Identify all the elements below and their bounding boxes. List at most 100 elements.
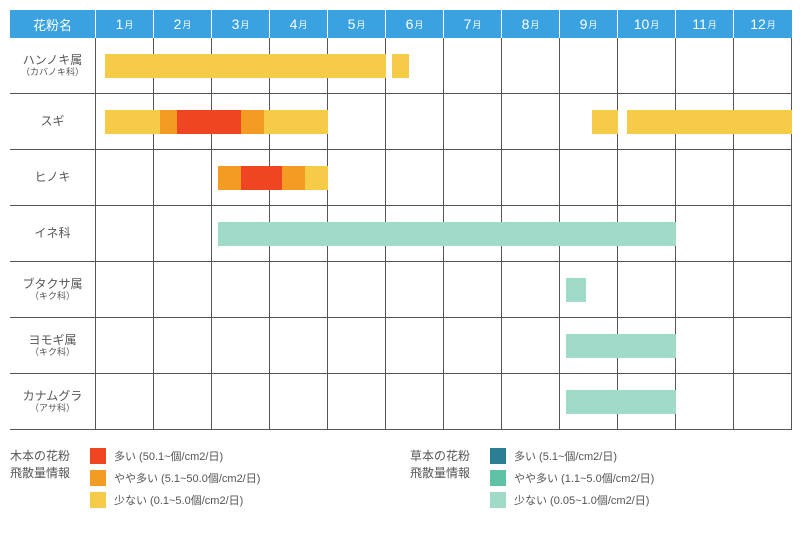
row-label: ヨモギ属（キク科） bbox=[10, 318, 96, 373]
data-row: カナムグラ（アサ科） bbox=[10, 374, 792, 430]
grid-line bbox=[385, 94, 386, 150]
row-label-sub: （カバノキ科） bbox=[21, 67, 84, 78]
bar-segment bbox=[218, 222, 676, 246]
legend-title: 木本の花粉 飛散量情報 bbox=[10, 448, 90, 508]
header-month-5: 5月 bbox=[328, 10, 386, 38]
month-suffix: 月 bbox=[298, 18, 307, 31]
row-bar-area bbox=[96, 38, 792, 94]
grid-line bbox=[559, 150, 560, 206]
data-row: ブタクサ属（キク科） bbox=[10, 262, 792, 318]
row-label-sub: （アサ科） bbox=[30, 403, 75, 414]
month-suffix: 月 bbox=[182, 18, 191, 31]
rows-container: ハンノキ属（カバノキ科）スギヒノキイネ科ブタクサ属（キク科）ヨモギ属（キク科）カ… bbox=[10, 38, 792, 430]
legend-label: やや多い (5.1~50.0個/cm2/日) bbox=[114, 470, 260, 486]
header-month-12: 12月 bbox=[734, 10, 792, 38]
data-row: ハンノキ属（カバノキ科） bbox=[10, 38, 792, 94]
bar-segment bbox=[160, 110, 177, 134]
grid-line bbox=[211, 150, 212, 206]
bar-segment bbox=[592, 110, 618, 134]
header-month-6: 6月 bbox=[386, 10, 444, 38]
month-number: 10 bbox=[634, 16, 650, 32]
grid-line bbox=[559, 318, 560, 374]
grid-line bbox=[327, 374, 328, 430]
header-month-11: 11月 bbox=[676, 10, 734, 38]
bar-segment bbox=[105, 54, 386, 78]
legend-item: やや多い (1.1~5.0個/cm2/日) bbox=[490, 470, 654, 486]
month-suffix: 月 bbox=[767, 18, 776, 31]
row-bar-area bbox=[96, 262, 792, 318]
legend-item: 多い (50.1~個/cm2/日) bbox=[90, 448, 260, 464]
grid-line bbox=[269, 374, 270, 430]
month-number: 9 bbox=[580, 16, 588, 32]
grid-line bbox=[385, 318, 386, 374]
grid-line bbox=[153, 374, 154, 430]
row-label-main: カナムグラ bbox=[23, 389, 83, 403]
grid-line bbox=[733, 262, 734, 318]
data-row: ヨモギ属（キク科） bbox=[10, 318, 792, 374]
grid-line bbox=[327, 262, 328, 318]
month-number: 3 bbox=[232, 16, 240, 32]
month-number: 2 bbox=[174, 16, 182, 32]
grid-line bbox=[675, 150, 676, 206]
grid-line bbox=[443, 374, 444, 430]
grid-line bbox=[617, 150, 618, 206]
grid-line bbox=[791, 150, 792, 206]
header-month-10: 10月 bbox=[618, 10, 676, 38]
data-row: イネ科 bbox=[10, 206, 792, 262]
header-row: 花粉名1月2月3月4月5月6月7月8月9月10月11月12月 bbox=[10, 10, 792, 38]
grid-line bbox=[791, 206, 792, 262]
header-month-9: 9月 bbox=[560, 10, 618, 38]
grid-line bbox=[443, 262, 444, 318]
legend-swatch bbox=[490, 470, 506, 486]
month-suffix: 月 bbox=[530, 18, 539, 31]
legend-block: 木本の花粉 飛散量情報多い (50.1~個/cm2/日) やや多い (5.1~50… bbox=[10, 448, 410, 508]
grid-line bbox=[617, 38, 618, 94]
grid-line bbox=[385, 262, 386, 318]
header-month-1: 1月 bbox=[96, 10, 154, 38]
row-bar-area bbox=[96, 150, 792, 206]
header-name-cell: 花粉名 bbox=[10, 10, 96, 38]
bar-segment bbox=[218, 166, 241, 190]
grid-line bbox=[559, 374, 560, 430]
row-label: カナムグラ（アサ科） bbox=[10, 374, 96, 429]
grid-line bbox=[443, 150, 444, 206]
row-label-main: ヨモギ属 bbox=[28, 333, 76, 347]
legend-item: 少ない (0.1~5.0個/cm2/日) bbox=[90, 492, 260, 508]
month-number: 1 bbox=[116, 16, 124, 32]
legend-swatch bbox=[490, 492, 506, 508]
bar-segment bbox=[627, 110, 792, 134]
grid-line bbox=[211, 206, 212, 262]
row-bar-area bbox=[96, 206, 792, 262]
row-label-sub: （キク科） bbox=[30, 291, 75, 302]
row-label: イネ科 bbox=[10, 206, 96, 261]
legend-title: 草本の花粉 飛散量情報 bbox=[410, 448, 490, 508]
grid-line bbox=[211, 262, 212, 318]
bar-segment bbox=[566, 334, 676, 358]
legend-item: 少ない (0.05~1.0個/cm2/日) bbox=[490, 492, 654, 508]
header-month-7: 7月 bbox=[444, 10, 502, 38]
legend-label: 多い (5.1~個/cm2/日) bbox=[514, 448, 617, 464]
month-suffix: 月 bbox=[414, 18, 423, 31]
grid-line bbox=[733, 38, 734, 94]
grid-line bbox=[501, 94, 502, 150]
bar-segment bbox=[305, 166, 328, 190]
header-month-4: 4月 bbox=[270, 10, 328, 38]
bar-segment bbox=[392, 54, 409, 78]
month-number: 12 bbox=[750, 16, 766, 32]
month-number: 8 bbox=[522, 16, 530, 32]
grid-line bbox=[501, 374, 502, 430]
row-label-main: イネ科 bbox=[34, 226, 70, 240]
data-row: スギ bbox=[10, 94, 792, 150]
legend-items: 多い (50.1~個/cm2/日) やや多い (5.1~50.0個/cm2/日) 少… bbox=[90, 448, 260, 508]
month-suffix: 月 bbox=[124, 18, 133, 31]
bar-segment bbox=[264, 110, 328, 134]
legend-label: 少ない (0.05~1.0個/cm2/日) bbox=[514, 492, 649, 508]
grid-line bbox=[443, 38, 444, 94]
legend-label: やや多い (1.1~5.0個/cm2/日) bbox=[514, 470, 654, 486]
data-row: ヒノキ bbox=[10, 150, 792, 206]
row-bar-area bbox=[96, 94, 792, 150]
row-label: ブタクサ属（キク科） bbox=[10, 262, 96, 317]
bar-segment bbox=[105, 110, 160, 134]
row-label-main: ヒノキ bbox=[34, 170, 70, 184]
grid-line bbox=[733, 318, 734, 374]
